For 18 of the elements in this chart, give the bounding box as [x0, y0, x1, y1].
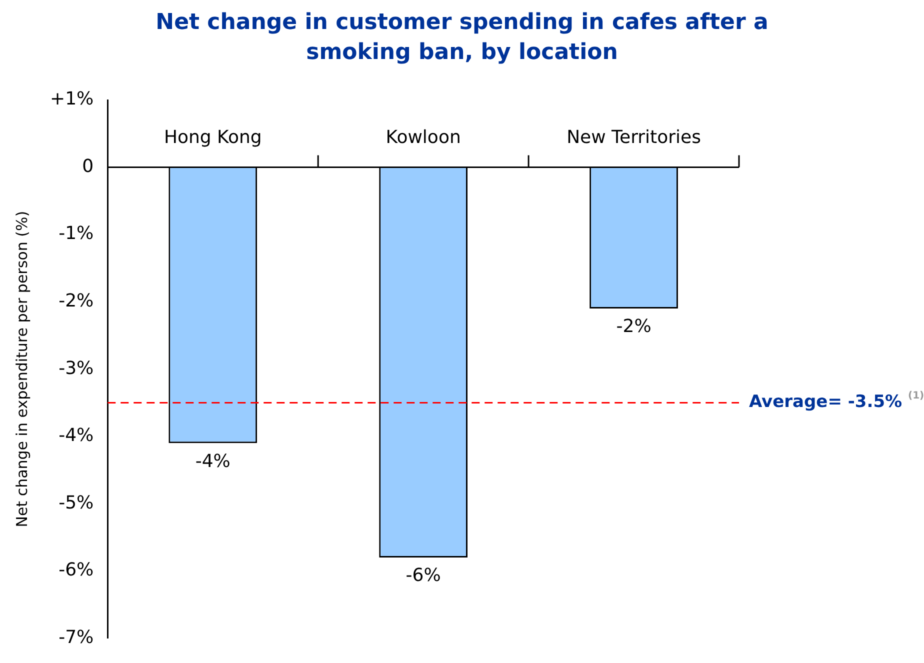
data-label: -4%: [195, 450, 230, 472]
y-tick-label: -1%: [58, 223, 94, 244]
y-tick-label: 0: [82, 156, 94, 177]
data-label: -6%: [406, 565, 441, 586]
chart-title: Net change in customer spending in cafes after a smoking ban, by location: [154, 9, 770, 67]
y-tick-label: -3%: [58, 358, 94, 379]
y-tick-label: -5%: [58, 492, 94, 514]
y-tick-label: -2%: [58, 290, 94, 312]
ref-line-label: Average= -3.5% (1): [749, 390, 924, 412]
y-tick-label: +1%: [50, 88, 94, 110]
x-tick-label: Hong Kong: [164, 126, 262, 148]
y-tick-label: -6%: [58, 560, 94, 581]
data-label: -2%: [616, 316, 652, 338]
y-axis-title: Net change in expenditure per person (%): [12, 210, 31, 528]
y-tick-label: -7%: [58, 626, 94, 648]
x-tick-label: Kowloon: [386, 126, 461, 148]
y-tick-label: -4%: [58, 425, 94, 446]
x-tick-label: New Territories: [566, 126, 701, 148]
